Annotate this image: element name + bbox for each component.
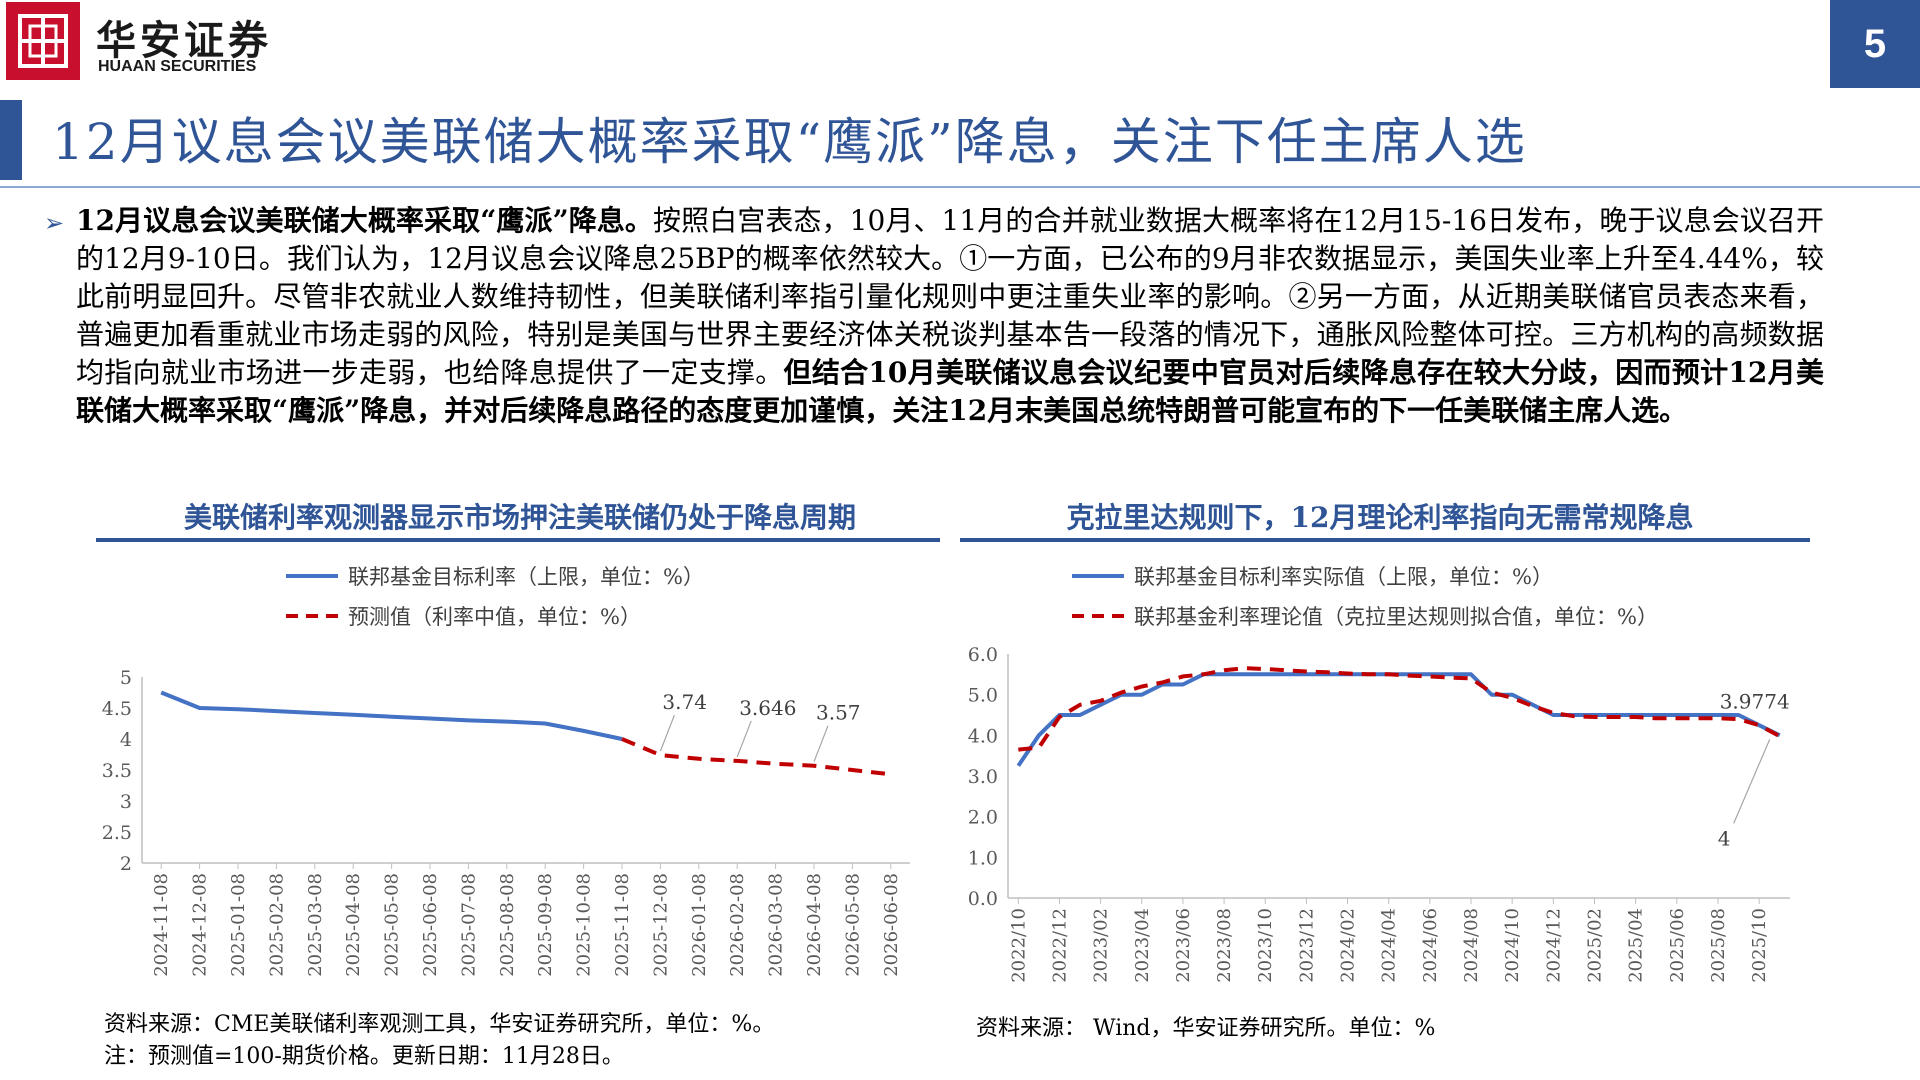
- x-tick-label: 2023/12: [1296, 908, 1317, 983]
- x-tick-label: 2025-02-08: [266, 873, 287, 977]
- y-tick-label: 4: [120, 729, 132, 751]
- x-tick-label: 2025/04: [1626, 908, 1647, 983]
- brand-name-en: HUAAN SECURITIES: [98, 58, 257, 75]
- x-tick-label: 2024/10: [1502, 908, 1523, 983]
- series-line-0: [160, 690, 623, 741]
- annotation-leader: [813, 725, 829, 762]
- bullet-arrow-icon: ➢: [44, 209, 65, 237]
- x-tick-label: 2026-05-08: [842, 873, 863, 977]
- x-tick-label: 2025-07-08: [458, 873, 479, 977]
- x-tick-label: 2025-11-08: [612, 873, 633, 977]
- series-line-1: [1018, 666, 1781, 752]
- title-accent-bar: [0, 100, 22, 180]
- x-tick-label: 2024/02: [1338, 908, 1359, 983]
- x-tick-label: 2024/12: [1543, 908, 1564, 983]
- legend-label-1: 预测值（利率中值，单位：%）: [348, 605, 641, 629]
- x-tick-label: 2023/06: [1173, 908, 1194, 983]
- x-tick-label: 2024/08: [1461, 908, 1482, 983]
- x-tick-label: 2025-08-08: [497, 873, 518, 977]
- x-tick-label: 2026-03-08: [766, 873, 787, 977]
- x-tick-label: 2023/10: [1255, 908, 1276, 983]
- x-tick-label: 2025-01-08: [228, 873, 249, 977]
- y-tick-label: 6.0: [968, 644, 998, 666]
- logo-mark-icon: [18, 14, 68, 68]
- legend-label-0: 联邦基金目标利率（上限，单位：%）: [348, 565, 704, 589]
- y-tick-label: 1.0: [968, 847, 998, 869]
- y-tick-label: 3.0: [968, 766, 998, 788]
- left-chart-source: 资料来源：CME美联储利率观测工具，华安证券研究所，单位：%。: [104, 1012, 775, 1037]
- x-tick-label: 2024-11-08: [151, 873, 172, 977]
- y-tick-label: 4.0: [968, 725, 998, 747]
- x-tick-label: 2022/12: [1049, 908, 1070, 983]
- x-tick-label: 2026-01-08: [689, 873, 710, 977]
- x-tick-label: 2025-10-08: [574, 873, 595, 977]
- right-chart-heading: 克拉里达规则下，12月理论利率指向无需常规降息: [1066, 501, 1694, 534]
- y-tick-label: 5.0: [968, 685, 998, 707]
- annotation-leader: [659, 714, 675, 752]
- y-tick-label: 2.0: [968, 807, 998, 829]
- x-tick-label: 2023/02: [1091, 908, 1112, 983]
- x-tick-label: 2025-12-08: [650, 873, 671, 977]
- legend-label-0: 联邦基金目标利率实际值（上限，单位：%）: [1134, 565, 1553, 589]
- x-tick-label: 2026-04-08: [804, 873, 825, 977]
- summary-text: 12月议息会议美联储大概率采取“鹰派”降息。按照白宫表态，10月、11月的合并就…: [76, 202, 1824, 430]
- x-tick-label: 2024/06: [1420, 908, 1441, 983]
- x-tick-label: 2025-04-08: [343, 873, 364, 977]
- left-chart-rule: [96, 538, 940, 542]
- x-tick-label: 2022/10: [1008, 908, 1029, 983]
- summary-paragraph: ➢ 12月议息会议美联储大概率采取“鹰派”降息。按照白宫表态，10月、11月的合…: [44, 202, 1824, 430]
- x-tick-label: 2023/08: [1214, 908, 1235, 983]
- annotation-leader: [736, 720, 752, 758]
- legend-label-1: 联邦基金利率理论值（克拉里达规则拟合值，单位：%）: [1134, 605, 1658, 629]
- x-tick-label: 2026-02-08: [727, 873, 748, 977]
- annotation-label: 3.646: [739, 696, 796, 720]
- page-title: 12月议息会议美联储大概率采取“鹰派”降息，关注下任主席人选: [52, 113, 1527, 171]
- right-chart-rule: [960, 538, 1810, 542]
- body-text: 按照白宫表态，10月、11月的合并就业数据大概率将在12月15-16日发布，晚于…: [76, 204, 1824, 389]
- x-tick-label: 2025/08: [1708, 908, 1729, 983]
- annotation-leader: [1733, 739, 1771, 824]
- x-tick-label: 2025/10: [1749, 908, 1770, 983]
- page-number: 5: [1830, 0, 1920, 88]
- annotation-label: 4: [1718, 826, 1731, 850]
- y-tick-label: 4.5: [102, 698, 132, 720]
- y-tick-label: 2: [120, 853, 132, 875]
- left-chart-note: 注：预测值=100-期货价格。更新日期：11月28日。: [104, 1044, 624, 1069]
- y-tick-label: 5: [120, 667, 132, 689]
- right-chart: 联邦基金目标利率实际值（上限，单位：%） 联邦基金利率理论值（克拉里达规则拟合值，…: [968, 565, 1790, 983]
- x-tick-label: 2026-06-08: [881, 873, 902, 977]
- y-tick-label: 2.5: [102, 822, 132, 844]
- annotation-label: 3.9774: [1720, 689, 1790, 713]
- x-tick-label: 2025/02: [1585, 908, 1606, 983]
- x-tick-label: 2024-12-08: [190, 873, 211, 977]
- brand-name-cn: 华安证券: [96, 17, 272, 64]
- left-chart-heading: 美联储利率观测器显示市场押注美联储仍处于降息周期: [183, 501, 856, 534]
- y-tick-label: 3.5: [102, 760, 132, 782]
- x-tick-label: 2025-03-08: [305, 873, 326, 977]
- x-tick-label: 2025-05-08: [382, 873, 403, 977]
- series-line-1: [621, 737, 892, 777]
- x-tick-label: 2025-09-08: [535, 873, 556, 977]
- x-tick-label: 2024/04: [1379, 908, 1400, 983]
- huaan-logo: [6, 2, 80, 80]
- right-chart-source: 资料来源： Wind，华安证券研究所。单位：%: [976, 1016, 1436, 1041]
- x-tick-label: 2025/06: [1667, 908, 1688, 983]
- y-tick-label: 0.0: [968, 888, 998, 910]
- y-tick-label: 3: [120, 791, 132, 813]
- x-tick-label: 2025-06-08: [420, 873, 441, 977]
- tail-bold-text: 但结合10月美联储议息会议纪要中官员对后续降息存在较大分歧，因而预计12月美联储…: [76, 356, 1824, 427]
- left-chart: 联邦基金目标利率（上限，单位：%） 预测值（利率中值，单位：%） 5 4.5 4 3.5 3…: [102, 565, 910, 977]
- x-tick-label: 2023/04: [1132, 908, 1153, 983]
- lead-bold-text: 12月议息会议美联储大概率采取“鹰派”降息。: [76, 204, 654, 237]
- annotation-label: 3.57: [816, 701, 861, 725]
- title-divider: [0, 186, 1920, 188]
- annotation-label: 3.74: [662, 690, 707, 714]
- series-line-0: [1016, 672, 1781, 767]
